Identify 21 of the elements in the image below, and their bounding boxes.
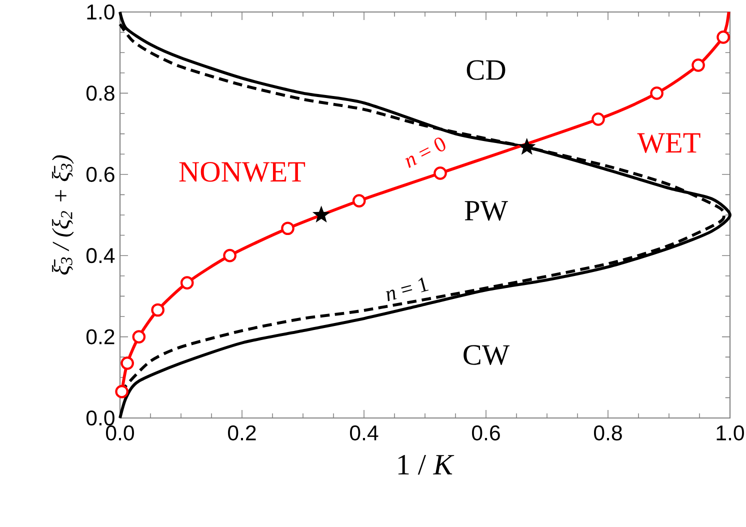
y-tick-label: 0.0	[86, 410, 114, 426]
x-tick-label: 0.4	[350, 425, 378, 440]
y-tick-label: 0.8	[86, 86, 114, 101]
x-tick-label: 0.6	[472, 425, 500, 440]
annotation: n = 1	[386, 277, 429, 302]
annotation: CD	[466, 60, 506, 80]
y-tick-label: 0.6	[86, 166, 114, 182]
annotation: CW	[464, 345, 510, 365]
x-tick-label: 0.0	[106, 425, 134, 440]
y-axis-title: ξ̄$_{3}$ / (ξ$_{2}$ + ξ̄$_{3}$)	[52, 155, 74, 275]
x-tick-label: 1.0	[716, 425, 744, 440]
x-axis-title: 1 / K	[398, 454, 454, 475]
annotation: n = 0	[405, 138, 446, 168]
annotation: WET	[637, 133, 700, 153]
annotation: PW	[464, 201, 508, 221]
x-tick-label: 0.2	[228, 425, 256, 440]
x-tick-label: 0.8	[594, 425, 622, 440]
y-tick-label: 0.4	[86, 248, 115, 264]
y-tick-label: 1.0	[87, 4, 114, 20]
y-tick-label: 0.2	[86, 329, 114, 344]
annotation: NONWET	[179, 162, 306, 182]
